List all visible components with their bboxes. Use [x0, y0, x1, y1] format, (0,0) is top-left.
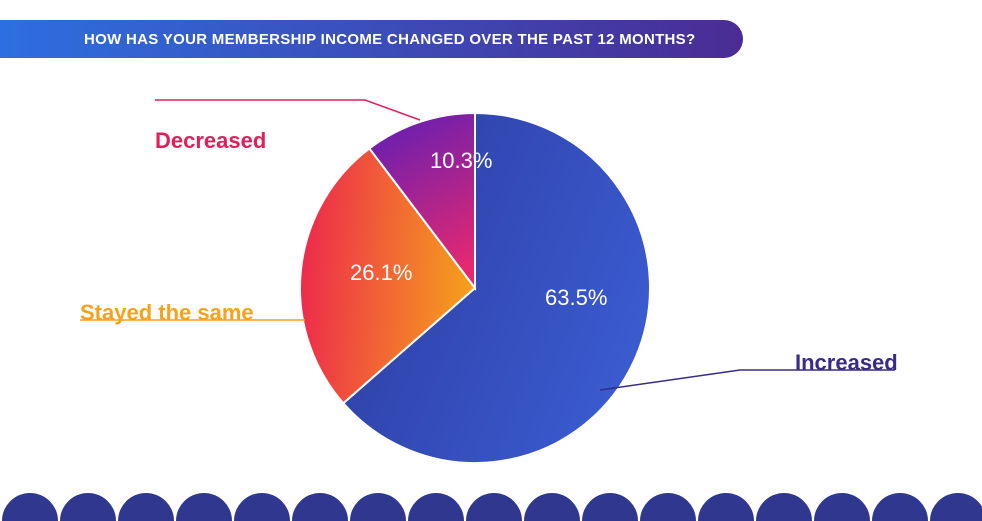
- footer-bump: [292, 493, 348, 521]
- footer-bump: [872, 493, 928, 521]
- footer-bump: [582, 493, 638, 521]
- label-decreased: Decreased: [155, 128, 266, 154]
- value-stayed: 26.1%: [350, 260, 412, 286]
- footer-bump: [466, 493, 522, 521]
- title-bar: HOW HAS YOUR MEMBERSHIP INCOME CHANGED O…: [0, 20, 743, 58]
- pie-chart: Increased 63.5% Stayed the same 26.1% Decrea…: [0, 60, 982, 480]
- value-decreased: 10.3%: [430, 148, 492, 174]
- footer-bump: [814, 493, 870, 521]
- footer-bump: [930, 493, 982, 521]
- footer-bump: [60, 493, 116, 521]
- pie-svg: [0, 60, 982, 480]
- value-increased: 63.5%: [545, 285, 607, 311]
- footer-bump: [2, 493, 58, 521]
- label-stayed: Stayed the same: [80, 300, 254, 326]
- footer-bump: [640, 493, 696, 521]
- label-increased: Increased: [795, 350, 898, 376]
- leader-decreased: [155, 100, 420, 120]
- footer-bump: [350, 493, 406, 521]
- footer-bump: [118, 493, 174, 521]
- footer-bump: [176, 493, 232, 521]
- footer-bump: [756, 493, 812, 521]
- footer-bump: [408, 493, 464, 521]
- footer-decoration: [0, 485, 982, 521]
- footer-bump: [234, 493, 290, 521]
- title-text: HOW HAS YOUR MEMBERSHIP INCOME CHANGED O…: [84, 31, 695, 48]
- footer-bump: [524, 493, 580, 521]
- footer-bump: [698, 493, 754, 521]
